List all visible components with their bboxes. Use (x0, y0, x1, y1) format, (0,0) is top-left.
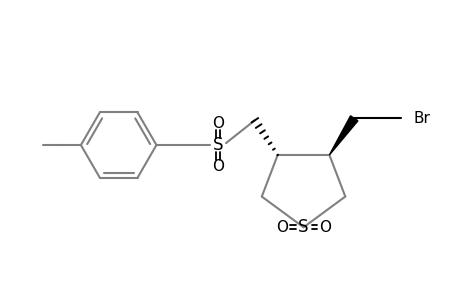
Text: ─: ─ (50, 139, 57, 152)
Text: O: O (275, 220, 287, 235)
Text: O: O (212, 159, 224, 174)
Text: S: S (213, 136, 223, 154)
Text: O: O (212, 116, 224, 131)
Text: Br: Br (413, 111, 430, 126)
Polygon shape (329, 116, 357, 155)
Text: O: O (319, 220, 330, 235)
Text: S: S (297, 218, 308, 236)
